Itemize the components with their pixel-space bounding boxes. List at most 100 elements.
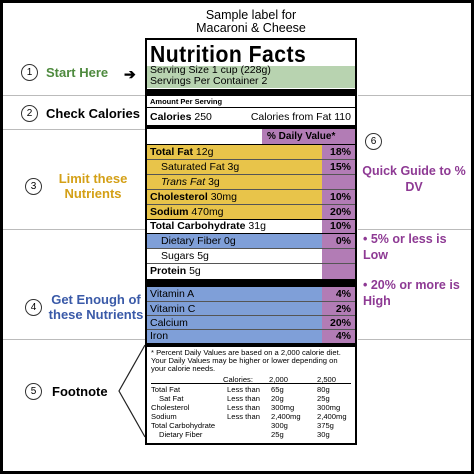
nutrient-row-sodium: Sodium 470mg 20% [147, 205, 355, 219]
footnote-bracket-icon [118, 344, 146, 438]
calories-label: Calories [150, 111, 192, 123]
nutrient-row-sugars: Sugars 5g [147, 249, 355, 263]
vitamin-pct: 20% [329, 317, 351, 329]
nutrient-row-saturated-fat: Saturated Fat 3g 15% [147, 160, 355, 174]
fn-row-qual: Less than [227, 385, 260, 394]
label-caption-line2: Macaroni & Cheese [196, 21, 306, 35]
fiber-highlight [147, 234, 322, 248]
band-divider [358, 339, 471, 340]
footnote-line3: your calorie needs. [151, 364, 216, 373]
divider [147, 159, 355, 160]
fn-row-qual: Less than [227, 394, 260, 403]
nutrient-pct: 0% [335, 235, 351, 247]
divider [147, 204, 355, 205]
nutrient-row-protein: Protein 5g [147, 264, 355, 278]
step-label: Start Here [46, 65, 109, 80]
nutrient-name: Dietary Fiber [161, 235, 222, 247]
band-divider [3, 129, 145, 130]
divider [147, 329, 355, 330]
nutrient-name: Saturated Fat [161, 161, 225, 173]
vitamin-name: Vitamin A [150, 288, 195, 300]
nutrient-amount: 3g [227, 161, 240, 173]
fn-row-name: Total Fat [151, 385, 181, 394]
band-divider [358, 229, 471, 230]
nutrient-pct: 18% [329, 146, 351, 158]
nutrient-name: Total Carbohydrate [150, 220, 246, 232]
fn-row-name: Dietary Fiber [159, 430, 203, 439]
nutrient-row-cholesterol: Cholesterol 30mg 10% [147, 190, 355, 204]
quick-guide-title: Quick Guide to % DV [362, 164, 466, 194]
divider [147, 189, 355, 190]
vitamin-row-calcium: Calcium 20% [147, 316, 355, 330]
step-number-4: 4 [25, 298, 42, 316]
nutrient-pct: 10% [329, 191, 351, 203]
fn-row-name: Sodium [151, 412, 177, 421]
fn-row-name: Cholesterol [151, 403, 190, 412]
nutrient-amount: 30mg [210, 191, 237, 203]
thick-divider [147, 343, 355, 347]
serving-highlight [147, 66, 355, 88]
arrow-right-icon: ➔ [124, 66, 136, 82]
divider [147, 219, 355, 220]
footnote-col2: 2,500 [317, 375, 337, 384]
vitamin-name: Vitamin C [150, 303, 196, 315]
step-number-2: 2 [21, 105, 38, 122]
vitamin-pct: 4% [335, 288, 351, 300]
step-footnote: 5 Footnote [25, 383, 108, 400]
band-divider [3, 95, 145, 96]
amount-per-serving: Amount Per Serving [150, 97, 223, 106]
nutrient-pct: 15% [329, 161, 351, 173]
label-title: Nutrition Facts [150, 41, 307, 67]
fn-row-a: 300g [271, 421, 288, 430]
nutrient-amount: 31g [248, 220, 266, 232]
step-label: Check Calories [46, 106, 140, 121]
fn-row-b: 80g [317, 385, 330, 394]
calories-row: Calories 250 [150, 110, 355, 124]
band-divider [3, 339, 145, 340]
step-check-calories: 2 Check Calories [21, 105, 140, 122]
dv-column [322, 234, 355, 282]
fn-row-b: 300mg [317, 403, 341, 412]
fn-row-qual: Less than [227, 412, 260, 421]
fn-row-a: 300mg [271, 403, 295, 412]
nutrient-name: Sugars [161, 250, 195, 262]
vitamin-row-c: Vitamin C 2% [147, 302, 355, 316]
nutrient-amount: 470mg [191, 206, 224, 218]
step-number-3: 3 [25, 177, 42, 195]
step-label: Limit these Nutrients [58, 171, 128, 201]
calories-value: 250 [194, 111, 212, 123]
fn-row-b: 25g [317, 394, 330, 403]
vitamin-name: Calcium [150, 317, 188, 329]
nutrient-row-trans-fat: Trans Fat 3g [147, 175, 355, 189]
step-get-enough: 4 Get Enough of these Nutrients [25, 292, 144, 322]
nutrient-amount: 0g [224, 235, 236, 247]
band-divider [358, 95, 471, 96]
step-label: Footnote [52, 384, 108, 399]
divider [147, 263, 355, 264]
nutrient-row-carbohydrate: Total Carbohydrate 31g 10% [147, 219, 355, 233]
guide-high: • 20% or more is High [363, 278, 460, 308]
step-number-6: 6 [365, 133, 382, 150]
nutrition-label: Nutrition Facts Serving Size 1 cup (228g… [145, 38, 357, 445]
step-number-5: 5 [25, 383, 42, 400]
footnote-line2: Your Daily Values may be higher or lower… [151, 356, 338, 365]
calories-from-fat: Calories from Fat 110 [250, 111, 351, 123]
footnote-col1: 2,000 [269, 375, 289, 384]
fn-row-b: 30g [317, 430, 330, 439]
nutrient-name: Total Fat [150, 146, 193, 158]
fn-row-name: Total Carbohydrate [151, 421, 216, 430]
step-start-here: 1 Start Here [21, 64, 108, 81]
thick-divider [147, 279, 355, 287]
infographic: Sample label for Macaroni & Cheese 1 Sta… [3, 3, 471, 471]
vitamin-name: Iron [150, 330, 169, 342]
fn-row-a: 25g [271, 430, 284, 439]
fn-row-name: Sat Fat [159, 394, 184, 403]
nutrient-name: Trans Fat [161, 176, 206, 188]
divider [147, 174, 355, 175]
nutrient-row-total-fat: Total Fat 12g 18% [147, 145, 355, 159]
divider [147, 233, 355, 234]
divider [147, 144, 355, 145]
label-caption-line1: Sample label for [205, 8, 297, 22]
divider [147, 107, 355, 108]
fn-row-a: 2,400mg [271, 412, 301, 421]
